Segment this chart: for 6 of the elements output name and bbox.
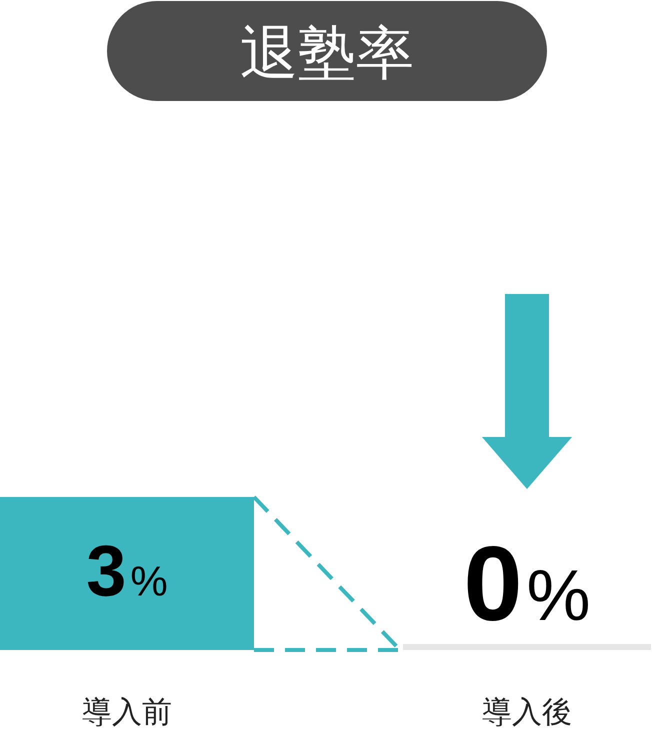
data-label: 0% [464, 525, 590, 643]
x-tick-label: 導入後 [482, 695, 572, 730]
chart-title: 退塾率 [240, 19, 414, 87]
data-label: 3% [86, 532, 168, 612]
title: 退塾率 [107, 1, 547, 101]
x-tick-label: 導入前 [82, 695, 172, 730]
